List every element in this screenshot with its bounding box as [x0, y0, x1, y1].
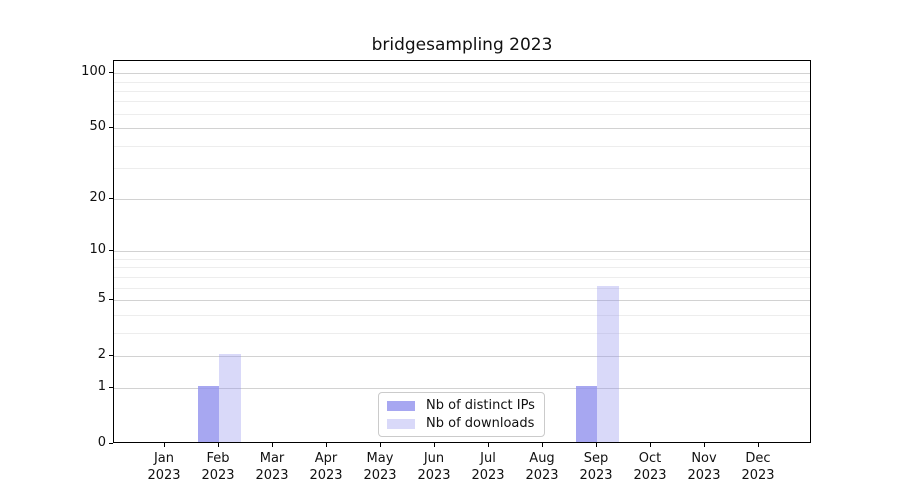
y-tick-label: 10: [89, 242, 106, 258]
minor-gridline: [114, 101, 810, 103]
x-tick-label: May 2023: [363, 451, 397, 483]
plot-area: [113, 60, 811, 443]
minor-gridline: [114, 168, 810, 169]
minor-gridline: [114, 276, 810, 278]
x-tick-mark: [650, 443, 652, 447]
legend: Nb of distinct IPs Nb of downloads: [378, 392, 545, 437]
x-tick-label: Nov 2023: [687, 451, 721, 483]
y-tick-mark: [109, 198, 113, 200]
y-tick-mark: [109, 72, 113, 74]
y-tick-label: 50: [89, 119, 106, 134]
legend-entry-distinct-ips: Nb of distinct IPs: [387, 398, 536, 413]
minor-gridline: [114, 332, 810, 334]
distinct-ips-swatch: [387, 400, 415, 411]
bar-nb-of-downloads-sep-2023: [597, 285, 619, 442]
downloads-swatch: [387, 418, 415, 429]
x-tick-mark: [434, 443, 436, 447]
y-tick-label: 5: [97, 291, 106, 306]
major-gridline: [114, 251, 810, 253]
y-tick-mark: [109, 387, 113, 389]
y-tick-label: 0: [97, 435, 106, 450]
minor-gridline: [114, 314, 810, 316]
major-gridline: [114, 73, 810, 75]
x-tick-mark: [758, 443, 760, 447]
legend-label: Nb of downloads: [426, 416, 535, 431]
legend-label: Nb of distinct IPs: [426, 398, 535, 413]
bar-nb-of-distinct-ips-sep-2023: [575, 386, 597, 442]
x-tick-label: Oct 2023: [633, 451, 667, 483]
minor-gridline: [114, 90, 810, 92]
x-tick-mark: [326, 443, 328, 447]
minor-gridline: [114, 81, 810, 83]
major-gridline: [114, 355, 810, 357]
minor-gridline: [114, 287, 810, 289]
x-tick-label: Mar 2023: [255, 451, 289, 483]
major-gridline: [114, 128, 810, 129]
x-tick-mark: [164, 443, 166, 447]
x-tick-mark: [542, 443, 544, 447]
major-gridline: [114, 199, 810, 201]
x-tick-mark: [704, 443, 706, 447]
bar-nb-of-downloads-feb-2023: [219, 353, 241, 442]
x-tick-mark: [272, 443, 274, 447]
x-tick-label: Apr 2023: [309, 451, 343, 483]
x-tick-label: Jan 2023: [147, 451, 181, 483]
x-tick-label: Jul 2023: [471, 451, 505, 483]
y-tick-mark: [109, 443, 113, 445]
y-tick-mark: [109, 354, 113, 356]
minor-gridline: [114, 267, 810, 269]
y-tick-mark: [109, 127, 113, 129]
major-gridline: [114, 300, 810, 301]
x-tick-mark: [596, 443, 598, 447]
bar-nb-of-distinct-ips-feb-2023: [197, 386, 219, 442]
major-gridline: [114, 388, 810, 390]
y-tick-mark: [109, 250, 113, 252]
x-tick-label: Feb 2023: [201, 451, 235, 483]
x-tick-mark: [488, 443, 490, 447]
x-tick-label: Jun 2023: [417, 451, 451, 483]
legend-entry-downloads: Nb of downloads: [387, 416, 536, 431]
minor-gridline: [114, 113, 810, 115]
x-tick-mark: [218, 443, 220, 447]
y-tick-label: 20: [89, 190, 106, 206]
y-tick-label: 2: [97, 346, 106, 362]
chart-title: bridgesampling 2023: [371, 35, 553, 55]
x-tick-label: Sep 2023: [579, 451, 613, 483]
x-tick-mark: [380, 443, 382, 447]
minor-gridline: [114, 258, 810, 260]
y-tick-mark: [109, 299, 113, 301]
x-tick-label: Aug 2023: [525, 451, 559, 483]
x-tick-label: Dec 2023: [741, 451, 775, 483]
y-tick-label: 100: [81, 64, 106, 80]
y-tick-label: 1: [97, 379, 106, 395]
minor-gridline: [114, 145, 810, 147]
